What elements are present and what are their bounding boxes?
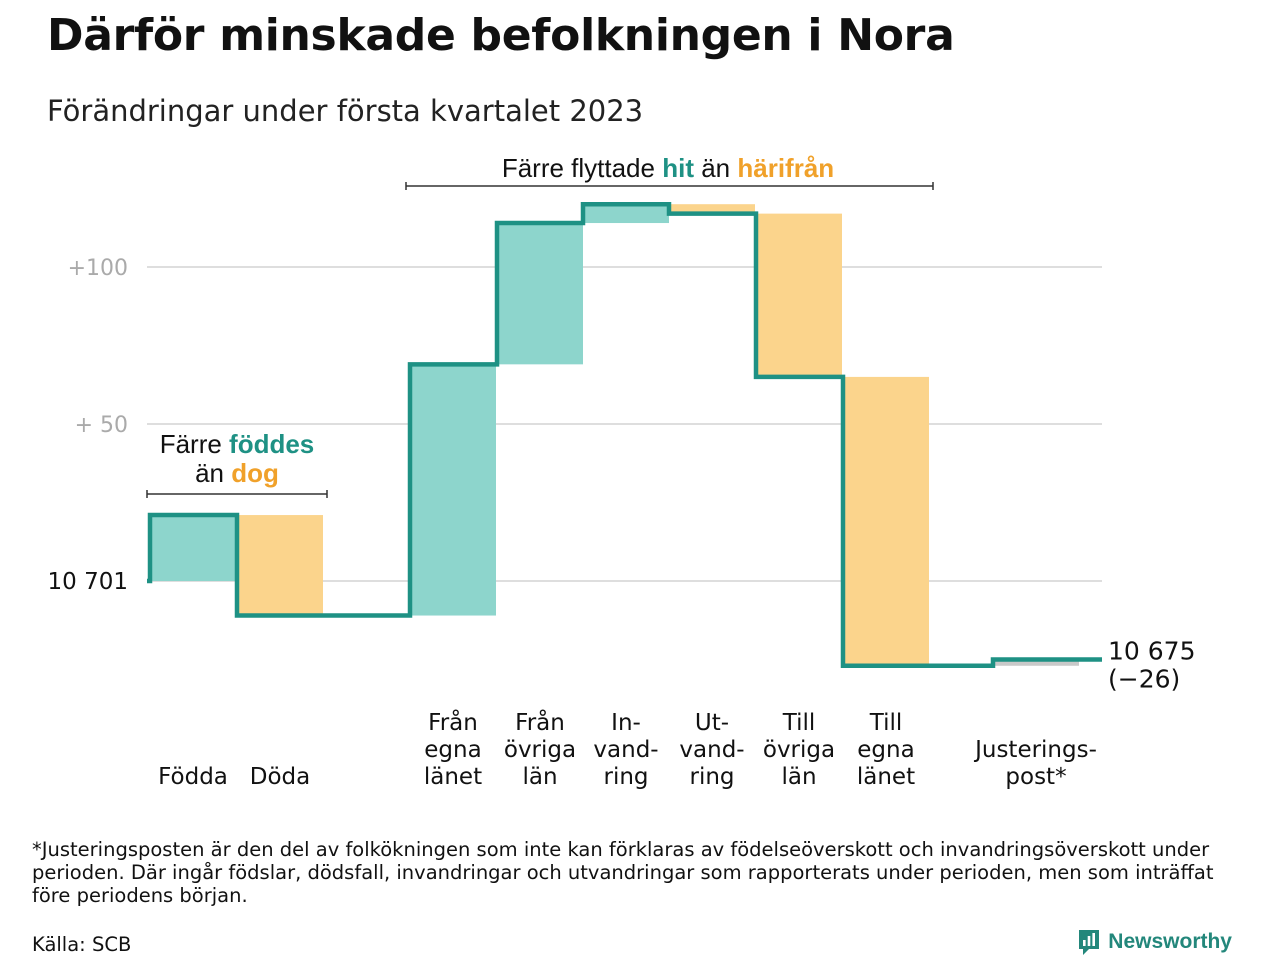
category-label: län bbox=[781, 764, 816, 790]
category-label: Till bbox=[869, 710, 903, 736]
brand-logo: Newsworthy bbox=[1077, 928, 1232, 956]
bar bbox=[843, 376, 929, 666]
bar bbox=[583, 204, 669, 224]
start-value-label: 10 701 bbox=[48, 569, 128, 595]
bar bbox=[756, 213, 842, 377]
category-label: Ut- bbox=[695, 710, 729, 736]
bar bbox=[497, 223, 583, 365]
footnote: *Justeringsposten är den del av folkökni… bbox=[32, 838, 1214, 907]
bar bbox=[993, 659, 1079, 666]
category-label: post* bbox=[1005, 764, 1066, 790]
end-value-label: 10 675 bbox=[1108, 637, 1195, 666]
category-label: ring bbox=[603, 764, 648, 790]
category-label: In- bbox=[611, 710, 641, 736]
bar bbox=[669, 204, 755, 214]
chart-subtitle: Förändringar under första kvartalet 2023 bbox=[47, 94, 644, 128]
category-label: länet bbox=[424, 764, 482, 790]
brand-name: Newsworthy bbox=[1108, 930, 1232, 953]
category-label: Döda bbox=[250, 764, 310, 790]
category-label: län bbox=[522, 764, 557, 790]
category-label: vand- bbox=[593, 737, 658, 763]
source-label: Källa: SCB bbox=[32, 933, 132, 956]
category-label: övriga bbox=[504, 737, 576, 763]
category-label: vand- bbox=[679, 737, 744, 763]
y-tick-label: +100 bbox=[68, 256, 128, 281]
annotation-births-line2: än dog bbox=[195, 458, 279, 488]
category-label: ring bbox=[689, 764, 734, 790]
category-label: övriga bbox=[763, 737, 835, 763]
category-label: länet bbox=[857, 764, 915, 790]
newsworthy-logo-icon bbox=[1079, 930, 1100, 955]
y-tick-label: + 50 bbox=[75, 413, 128, 438]
chart-title: Därför minskade befolkningen i Nora bbox=[47, 10, 955, 61]
end-change-label: (−26) bbox=[1108, 665, 1180, 694]
category-label: Födda bbox=[158, 764, 228, 790]
annotation-moves: Färre flyttade hit än härifrån bbox=[502, 153, 834, 183]
category-label: egna bbox=[424, 737, 481, 763]
bar bbox=[237, 515, 323, 616]
category-label: Från bbox=[428, 708, 478, 736]
cumulative-step-line bbox=[147, 201, 1102, 669]
category-label: Från bbox=[515, 708, 565, 736]
bar bbox=[150, 515, 236, 581]
category-label: egna bbox=[857, 737, 914, 763]
category-label: Till bbox=[782, 710, 816, 736]
category-label: Justerings- bbox=[973, 737, 1097, 763]
annotation-births-line1: Färre föddes bbox=[160, 429, 315, 459]
bar bbox=[410, 364, 496, 616]
